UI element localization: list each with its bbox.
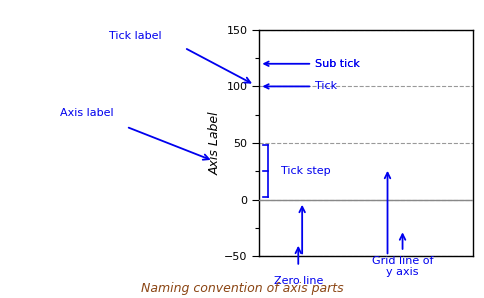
Y-axis label: Axis Label: Axis Label <box>208 111 221 175</box>
Text: Sub tick: Sub tick <box>314 59 359 69</box>
Text: Axis label: Axis label <box>60 108 114 118</box>
Text: Zero line: Zero line <box>273 276 322 286</box>
Text: Sub tick: Sub tick <box>264 59 359 69</box>
Text: Tick: Tick <box>264 81 336 91</box>
Text: Naming convention of axis parts: Naming convention of axis parts <box>141 282 343 295</box>
Text: Tick step: Tick step <box>280 166 330 176</box>
Text: Tick label: Tick label <box>109 31 162 41</box>
Text: Grid line of
y axis: Grid line of y axis <box>371 256 432 277</box>
